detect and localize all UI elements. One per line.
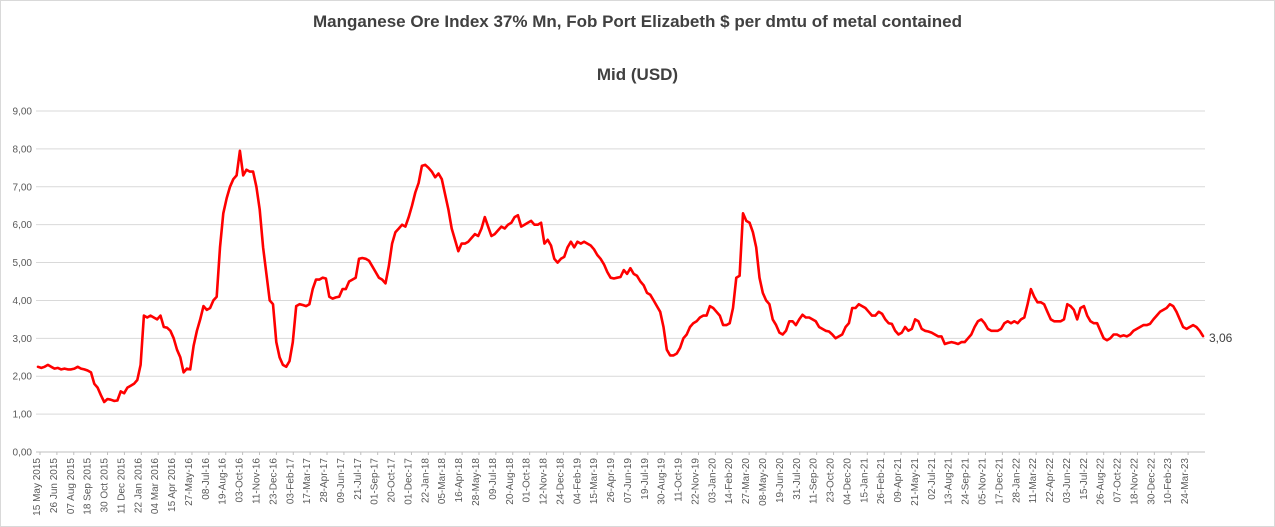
x-tick-label: 30 Oct 2015	[100, 458, 111, 513]
x-tick-label: 08-Jul-16	[201, 458, 212, 500]
end-value-label: 3,06	[1209, 331, 1233, 345]
y-tick-label: 2,00	[13, 372, 33, 383]
x-tick-label: 23-Oct-20	[826, 458, 837, 503]
x-tick-label: 01-Dec-17	[403, 458, 414, 505]
x-tick-label: 19-Jul-19	[640, 458, 651, 500]
x-tick-label: 03-Jun-22	[1062, 458, 1073, 503]
y-tick-label: 7,00	[13, 182, 33, 193]
x-tick-label: 15 Apr 2016	[167, 458, 178, 512]
x-tick-label: 24-Dec-18	[555, 458, 566, 505]
y-tick-label: 8,00	[13, 144, 33, 155]
x-tick-label: 03-Jan-20	[707, 458, 718, 503]
x-tick-label: 15-Jul-22	[1079, 458, 1090, 500]
x-tick-label: 31-Jul-20	[792, 458, 803, 500]
x-tick-label: 19-Jun-20	[775, 458, 786, 503]
y-tick-label: 5,00	[13, 258, 33, 269]
x-tick-label: 26-Apr-19	[606, 458, 617, 503]
x-tick-label: 07-Jun-19	[623, 458, 634, 503]
x-tick-label: 11 Dec 2015	[116, 458, 127, 514]
y-tick-label: 4,00	[13, 296, 33, 307]
x-tick-label: 20-Aug-18	[505, 458, 516, 505]
x-tick-label: 22-Jan-18	[420, 458, 431, 503]
x-tick-label: 15-Mar-19	[589, 458, 600, 505]
x-tick-label: 11-Mar-22	[1028, 458, 1039, 504]
chart-title: Manganese Ore Index 37% Mn, Fob Port Eli…	[313, 12, 962, 31]
y-tick-label: 0,00	[13, 448, 33, 459]
x-tick-label: 04-Dec-20	[842, 458, 853, 505]
x-tick-label: 28-May-18	[471, 458, 482, 506]
x-tick-label: 05-Nov-21	[978, 458, 989, 505]
gridlines	[36, 110, 1205, 453]
chart-subtitle: Mid (USD)	[596, 65, 679, 84]
x-tick-label: 08-May-20	[758, 458, 769, 506]
x-tick-label: 26 Jun 2015	[49, 458, 60, 513]
x-tick-label: 11-Oct-19	[674, 458, 685, 502]
x-tick-label: 22-Nov-19	[690, 458, 701, 505]
x-tick-label: 24-Sep-21	[961, 458, 972, 505]
x-tick-label: 28-Jan-22	[1011, 458, 1022, 503]
x-tick-label: 26-Aug-22	[1096, 458, 1107, 505]
y-tick-label: 1,00	[13, 410, 33, 421]
x-tick-label: 16-Apr-18	[454, 458, 465, 503]
x-tick-label: 22 Jan 2016	[133, 458, 144, 513]
x-tick-label: 01-Oct-18	[522, 458, 533, 503]
x-tick-label: 07 Aug 2015	[66, 458, 77, 515]
x-tick-label: 14-Feb-20	[724, 458, 735, 505]
x-tick-label: 03-Oct-16	[235, 458, 246, 503]
x-tick-label: 03-Feb-17	[285, 458, 296, 505]
x-tick-label: 26-Feb-21	[876, 458, 887, 505]
y-tick-label: 9,00	[13, 107, 33, 118]
series-line	[36, 149, 1205, 404]
x-tick-label: 01-Sep-17	[370, 458, 381, 505]
x-tick-label: 09-Jul-18	[488, 458, 499, 500]
x-tick-label: 18 Sep 2015	[83, 458, 94, 515]
x-tick-label: 11-Sep-20	[809, 458, 820, 504]
x-tick-label: 30-Dec-22	[1146, 458, 1157, 505]
series-layer: 3,06	[36, 149, 1233, 404]
x-tick-label: 18-Nov-22	[1129, 458, 1140, 505]
x-tick-label: 04-Feb-19	[572, 458, 583, 505]
x-tick-label: 23-Dec-16	[268, 458, 279, 505]
x-tick-label: 10-Feb-23	[1163, 458, 1174, 505]
x-tick-label: 27-May-16	[184, 458, 195, 506]
x-tick-label: 07-Oct-22	[1113, 458, 1124, 503]
x-tick-label: 09-Jun-17	[336, 458, 347, 503]
x-tick-label: 19-Aug-16	[218, 458, 229, 505]
x-tick-label: 30-Aug-19	[657, 458, 668, 505]
x-tick-label: 21-May-21	[910, 458, 921, 506]
x-tick-label: 13-Aug-21	[944, 458, 955, 505]
x-tick-label: 22-Apr-22	[1045, 458, 1056, 503]
y-axis-ticks: 0,00 1,00 2,00 3,00 4,00 5,00 6,00 7,00 8,00 9,00	[13, 107, 33, 459]
x-tick-label: 12-Nov-18	[539, 458, 550, 505]
x-tick-label: 04 Mar 2016	[150, 458, 161, 515]
y-tick-label: 6,00	[13, 220, 33, 231]
x-tick-label: 15 May 2015	[32, 458, 43, 516]
x-tick-label: 28-Apr-17	[319, 458, 330, 503]
x-tick-label: 17-Mar-17	[302, 458, 313, 505]
x-tick-label: 27-Mar-20	[741, 458, 752, 505]
x-axis-ticks: 15 May 2015 26 Jun 2015 07 Aug 2015 18 Sep …	[32, 452, 1191, 516]
x-tick-label: 24-Mar-23	[1180, 458, 1191, 505]
y-tick-label: 3,00	[13, 334, 33, 345]
x-tick-label: 15-Jan-21	[859, 458, 870, 503]
x-tick-label: 21-Jul-17	[353, 458, 364, 500]
x-tick-label: 02-Jul-21	[927, 458, 938, 500]
x-tick-label: 09-Apr-21	[893, 458, 904, 503]
x-tick-label: 05-Mar-18	[437, 458, 448, 505]
x-tick-label: 11-Nov-16	[251, 458, 262, 504]
x-tick-label: 17-Dec-21	[994, 458, 1005, 505]
x-tick-label: 20-Oct-17	[387, 458, 398, 503]
